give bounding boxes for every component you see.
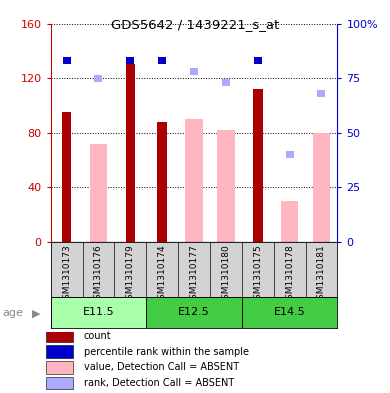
Text: value, Detection Call = ABSENT: value, Detection Call = ABSENT xyxy=(83,362,239,373)
Bar xyxy=(46,330,73,342)
Text: GSM1310176: GSM1310176 xyxy=(94,244,103,305)
Text: E11.5: E11.5 xyxy=(83,307,114,318)
Text: age: age xyxy=(2,308,23,318)
Bar xyxy=(190,68,198,75)
Bar xyxy=(185,119,203,242)
Bar xyxy=(285,151,294,158)
Bar xyxy=(157,122,167,242)
Text: GSM1310174: GSM1310174 xyxy=(158,244,167,305)
Bar xyxy=(254,57,262,64)
Bar xyxy=(158,57,166,64)
Bar xyxy=(126,57,134,64)
Text: GSM1310179: GSM1310179 xyxy=(126,244,135,305)
Text: GSM1310177: GSM1310177 xyxy=(190,244,199,305)
Text: percentile rank within the sample: percentile rank within the sample xyxy=(83,347,248,356)
Bar xyxy=(317,90,325,97)
Text: E14.5: E14.5 xyxy=(274,307,305,318)
Text: E12.5: E12.5 xyxy=(178,307,210,318)
Text: GSM1310181: GSM1310181 xyxy=(317,244,326,305)
Bar xyxy=(94,75,103,81)
Bar xyxy=(253,89,262,242)
Text: GDS5642 / 1439221_s_at: GDS5642 / 1439221_s_at xyxy=(111,18,279,31)
Bar xyxy=(281,201,298,242)
Text: GSM1310175: GSM1310175 xyxy=(253,244,262,305)
Bar xyxy=(313,132,330,242)
Bar xyxy=(217,130,235,242)
Bar xyxy=(146,297,242,328)
Bar xyxy=(63,57,71,64)
Bar xyxy=(51,297,146,328)
Bar xyxy=(46,361,73,373)
Text: count: count xyxy=(83,331,111,341)
Bar xyxy=(46,377,73,389)
Text: rank, Detection Call = ABSENT: rank, Detection Call = ABSENT xyxy=(83,378,234,388)
Text: GSM1310173: GSM1310173 xyxy=(62,244,71,305)
Bar xyxy=(126,64,135,242)
Bar xyxy=(62,112,71,242)
Bar xyxy=(90,143,107,242)
Bar xyxy=(222,79,230,86)
Bar xyxy=(46,345,73,358)
Text: ▶: ▶ xyxy=(32,308,41,318)
Text: GSM1310180: GSM1310180 xyxy=(222,244,230,305)
Text: GSM1310178: GSM1310178 xyxy=(285,244,294,305)
Bar xyxy=(242,297,337,328)
